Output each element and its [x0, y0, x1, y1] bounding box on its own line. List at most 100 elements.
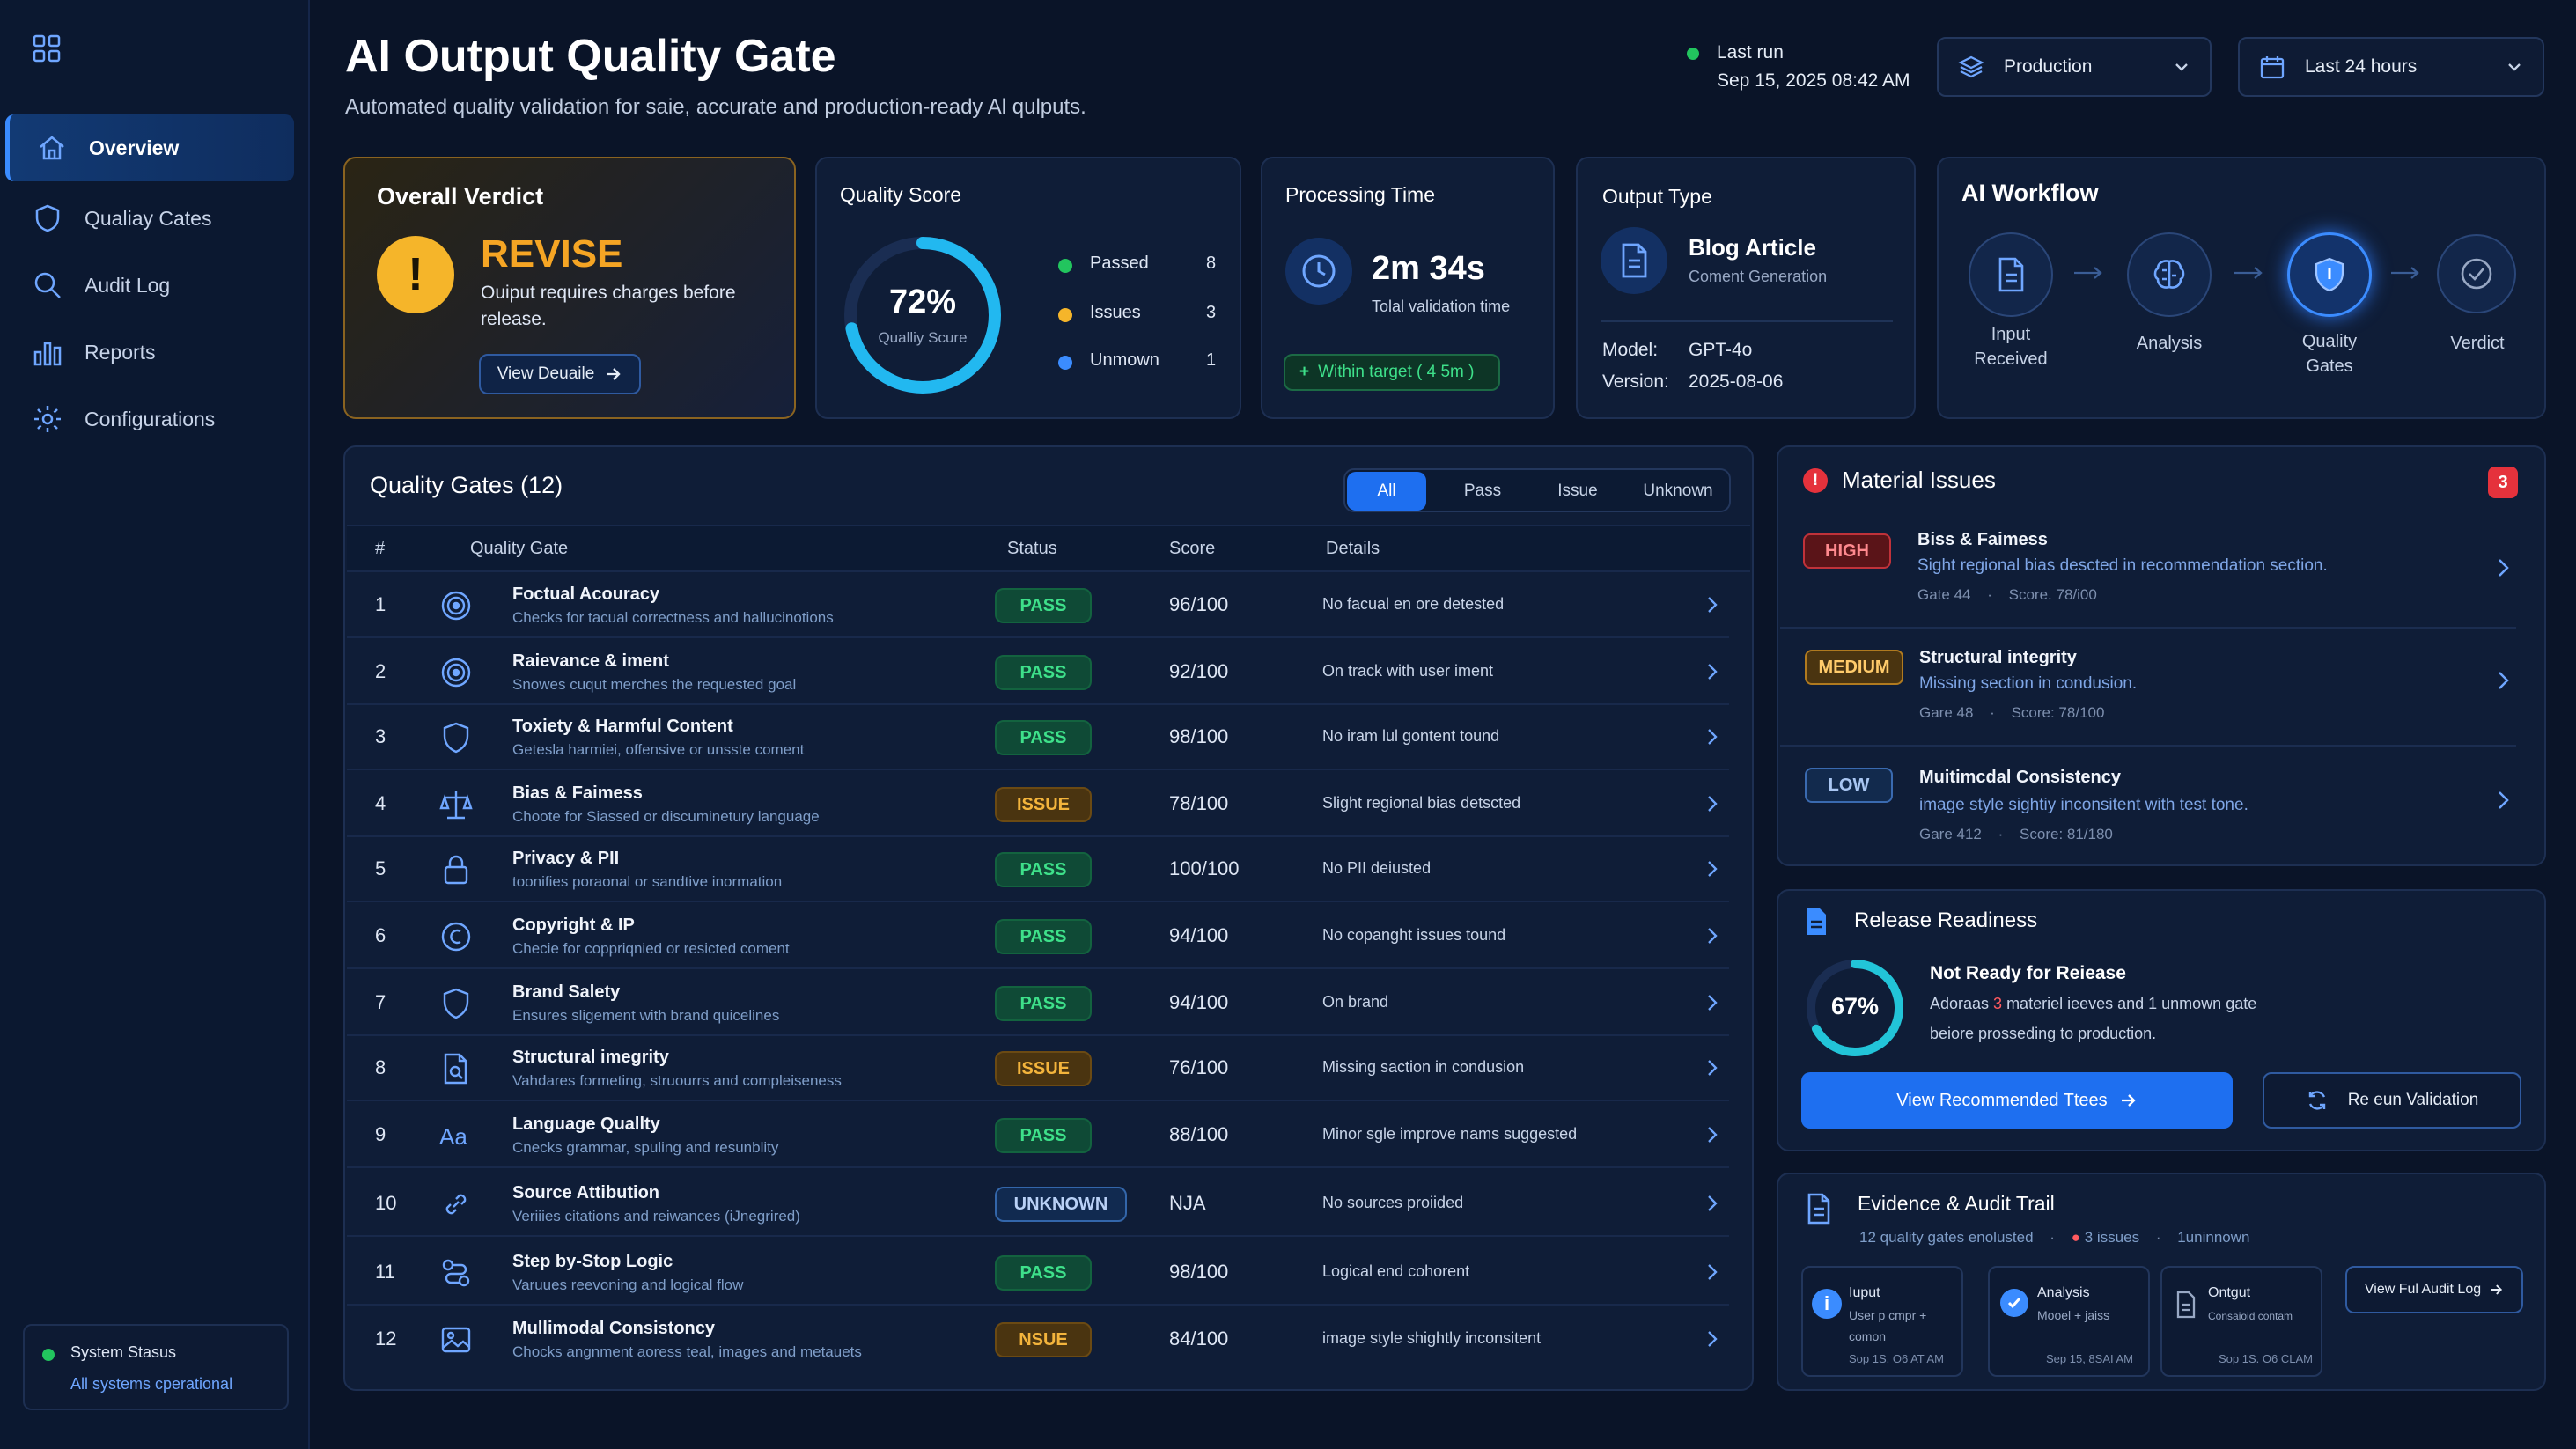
- table-row[interactable]: 7 Brand Salety Ensures sligement with bran…: [347, 970, 1729, 1036]
- version-label: Version:: [1602, 371, 1669, 392]
- table-row[interactable]: 4 Bias & Faimess Choote for Siassed or dis…: [347, 771, 1729, 837]
- severity-badge: HIGH: [1803, 533, 1891, 569]
- workflow-step-input[interactable]: [1969, 232, 2053, 317]
- evidence-box-date: Sep 15, 8SAI AM: [2046, 1352, 2134, 1365]
- table-row[interactable]: 1 Foctual Acouracy Checks for tacual corre…: [347, 572, 1729, 638]
- readiness-issue-count: 3: [1993, 995, 2003, 1012]
- system-status-title: System Stasus: [70, 1343, 177, 1361]
- table-row[interactable]: 10 Source Attibution Veriiies citations an…: [347, 1171, 1729, 1237]
- row-number: 11: [375, 1261, 395, 1283]
- document-icon: [1601, 227, 1667, 294]
- column-header-gate: Quality Gate: [470, 539, 569, 558]
- issue-score: Score: 81/180: [2020, 826, 2113, 842]
- issue-description: Sight regional bias descted in recommend…: [1917, 556, 2328, 575]
- gear-icon: [34, 406, 61, 432]
- time-range-dropdown[interactable]: Last 24 hours: [2238, 37, 2544, 97]
- filter-issue[interactable]: Issue: [1557, 482, 1598, 500]
- view-details-button[interactable]: View Deuaile: [479, 354, 641, 394]
- gate-score: 76/100: [1169, 1056, 1229, 1078]
- gate-detail: No sources proiided: [1322, 1194, 1464, 1211]
- gate-score: NJA: [1169, 1192, 1206, 1214]
- arrow-right-icon: [2391, 267, 2419, 279]
- gate-description: Snowes cuqut merches the requested goal: [512, 676, 797, 693]
- rerun-validation-button[interactable]: Re eun Validation: [2263, 1072, 2521, 1129]
- evidence-box-line: comon: [1849, 1329, 1887, 1343]
- filter-pass[interactable]: Pass: [1463, 482, 1502, 500]
- table-row[interactable]: 12 Mullimodal Consistoncy Chocks angnment …: [347, 1306, 1729, 1372]
- target-icon: [441, 591, 471, 621]
- gate-score: 100/100: [1169, 857, 1240, 879]
- view-full-audit-log-button[interactable]: View Ful Audit Log: [2345, 1266, 2523, 1313]
- gate-detail: Minor sgle improve nams suggested: [1322, 1125, 1578, 1143]
- status-badge: UNKNOWN: [995, 1187, 1127, 1222]
- chevron-right-icon: [1708, 1195, 1718, 1211]
- status-badge: PASS: [995, 588, 1092, 623]
- output-type-sub: Coment Generation: [1689, 268, 1828, 285]
- verdict-title: Overall Verdict: [377, 183, 544, 210]
- view-recommended-fixes-button[interactable]: View Recommended Ttees: [1801, 1072, 2233, 1129]
- chevron-right-icon: [1708, 1331, 1718, 1347]
- gate-score: 88/100: [1169, 1123, 1229, 1145]
- issue-score: Score: 78/100: [2011, 704, 2105, 721]
- time-range-value: Last 24 hours: [2305, 56, 2418, 77]
- table-row[interactable]: 3 Toxiety & Harmful Content Getesla harmie…: [347, 704, 1729, 770]
- sidebar-item-configurations[interactable]: Configurations: [5, 386, 294, 452]
- table-row[interactable]: 2 Raievance & iment Snowes cuqut merches t…: [347, 639, 1729, 705]
- meta-separator: ·: [1998, 826, 2004, 842]
- table-row[interactable]: 5 Privacy & PII toonifies poraonal or sand…: [347, 836, 1729, 902]
- gate-name: Raievance & iment: [512, 651, 669, 671]
- issue-item-high[interactable]: HIGH Biss & Faimess Sight regional bias …: [1780, 512, 2516, 629]
- evidence-box-line: User p cmpr +: [1849, 1308, 1927, 1322]
- issue-description: Missing section in condusion.: [1919, 674, 2138, 693]
- row-number: 4: [375, 792, 386, 814]
- workflow-step-analysis[interactable]: [2127, 232, 2212, 317]
- issue-title: Biss & Faimess: [1917, 530, 2048, 549]
- evidence-analysis-box[interactable]: Analysis Mooel + jaiss Sep 15, 8SAI AM: [1988, 1266, 2150, 1377]
- severity-badge: MEDIUM: [1805, 650, 1903, 685]
- status-badge: PASS: [995, 852, 1092, 887]
- legend-dot: [1058, 356, 1072, 370]
- readiness-description: Adoraas 3 materiel ieeves and 1 unmown g…: [1930, 995, 2256, 1013]
- legend-label: Unmown: [1090, 350, 1159, 370]
- issue-item-low[interactable]: LOW Muitimcdal Consistency image style s…: [1780, 748, 2516, 864]
- filter-unknown[interactable]: Unknown: [1643, 482, 1713, 500]
- column-header-num: #: [375, 539, 386, 558]
- apps-grid-icon[interactable]: [32, 33, 62, 63]
- sidebar-item-quality-gates[interactable]: Qualiay Cates: [5, 185, 294, 252]
- status-badge: NSUE: [995, 1322, 1092, 1357]
- workflow-step-verdict[interactable]: [2437, 234, 2516, 313]
- workflow-label-line: Quality: [2301, 332, 2358, 351]
- table-row[interactable]: 8 Structural imegrity Vahdares formeting, …: [347, 1035, 1729, 1101]
- evidence-input-box[interactable]: i Iuput User p cmpr + comon Sop 1S. O6 A…: [1801, 1266, 1963, 1377]
- output-type-title: Output Type: [1602, 185, 1712, 208]
- sidebar-item-reports[interactable]: Reports: [5, 319, 294, 386]
- chevron-right-icon: [1708, 928, 1718, 944]
- gate-detail: image style shightly inconsitent: [1322, 1329, 1542, 1347]
- issue-item-medium[interactable]: MEDIUM Structural integrity Missing sect…: [1780, 630, 2516, 747]
- verdict-card: Overall Verdict ! REVISE Ouiput requires…: [343, 157, 796, 419]
- table-row[interactable]: 9 Aa Language Quallty Cnecks grammar, spuli…: [347, 1102, 1729, 1168]
- gate-description: Choote for Siassed or discuminetury lang…: [512, 808, 820, 825]
- gate-score: 96/100: [1169, 593, 1229, 615]
- evidence-box-title: Ontgut: [2208, 1285, 2251, 1300]
- table-row[interactable]: 11 Step by-Stop Logic Varuues reevoning an…: [347, 1239, 1729, 1306]
- environment-value: Production: [2004, 56, 2093, 77]
- gate-name: Copyright & IP: [512, 916, 635, 935]
- issue-title: Muitimcdal Consistency: [1919, 768, 2121, 787]
- evidence-box-title: Iuput: [1849, 1285, 1880, 1300]
- material-issues-card: [1777, 445, 2546, 866]
- environment-dropdown[interactable]: Production: [1937, 37, 2212, 97]
- workflow-step-quality-gates[interactable]: [2287, 232, 2372, 317]
- evidence-output-box[interactable]: Ontgut Consaioid contam Sop 1S. O6 CLAM: [2160, 1266, 2322, 1377]
- legend-count: 3: [1206, 303, 1217, 322]
- sidebar-item-overview[interactable]: Overview: [5, 114, 294, 181]
- gate-name: Foctual Acouracy: [512, 585, 660, 604]
- sidebar-item-audit-log[interactable]: Audit Log: [5, 252, 294, 319]
- chevron-right-icon: [1708, 1264, 1718, 1280]
- issue-gate: Gare 412: [1919, 826, 1982, 842]
- filter-all[interactable]: All: [1347, 472, 1426, 511]
- row-number: 12: [375, 1328, 397, 1350]
- chevron-right-icon: [1708, 664, 1718, 680]
- column-header-score: Score: [1169, 539, 1216, 558]
- table-row[interactable]: 6 Copyright & IP Checie for coppriqnied or…: [347, 903, 1729, 969]
